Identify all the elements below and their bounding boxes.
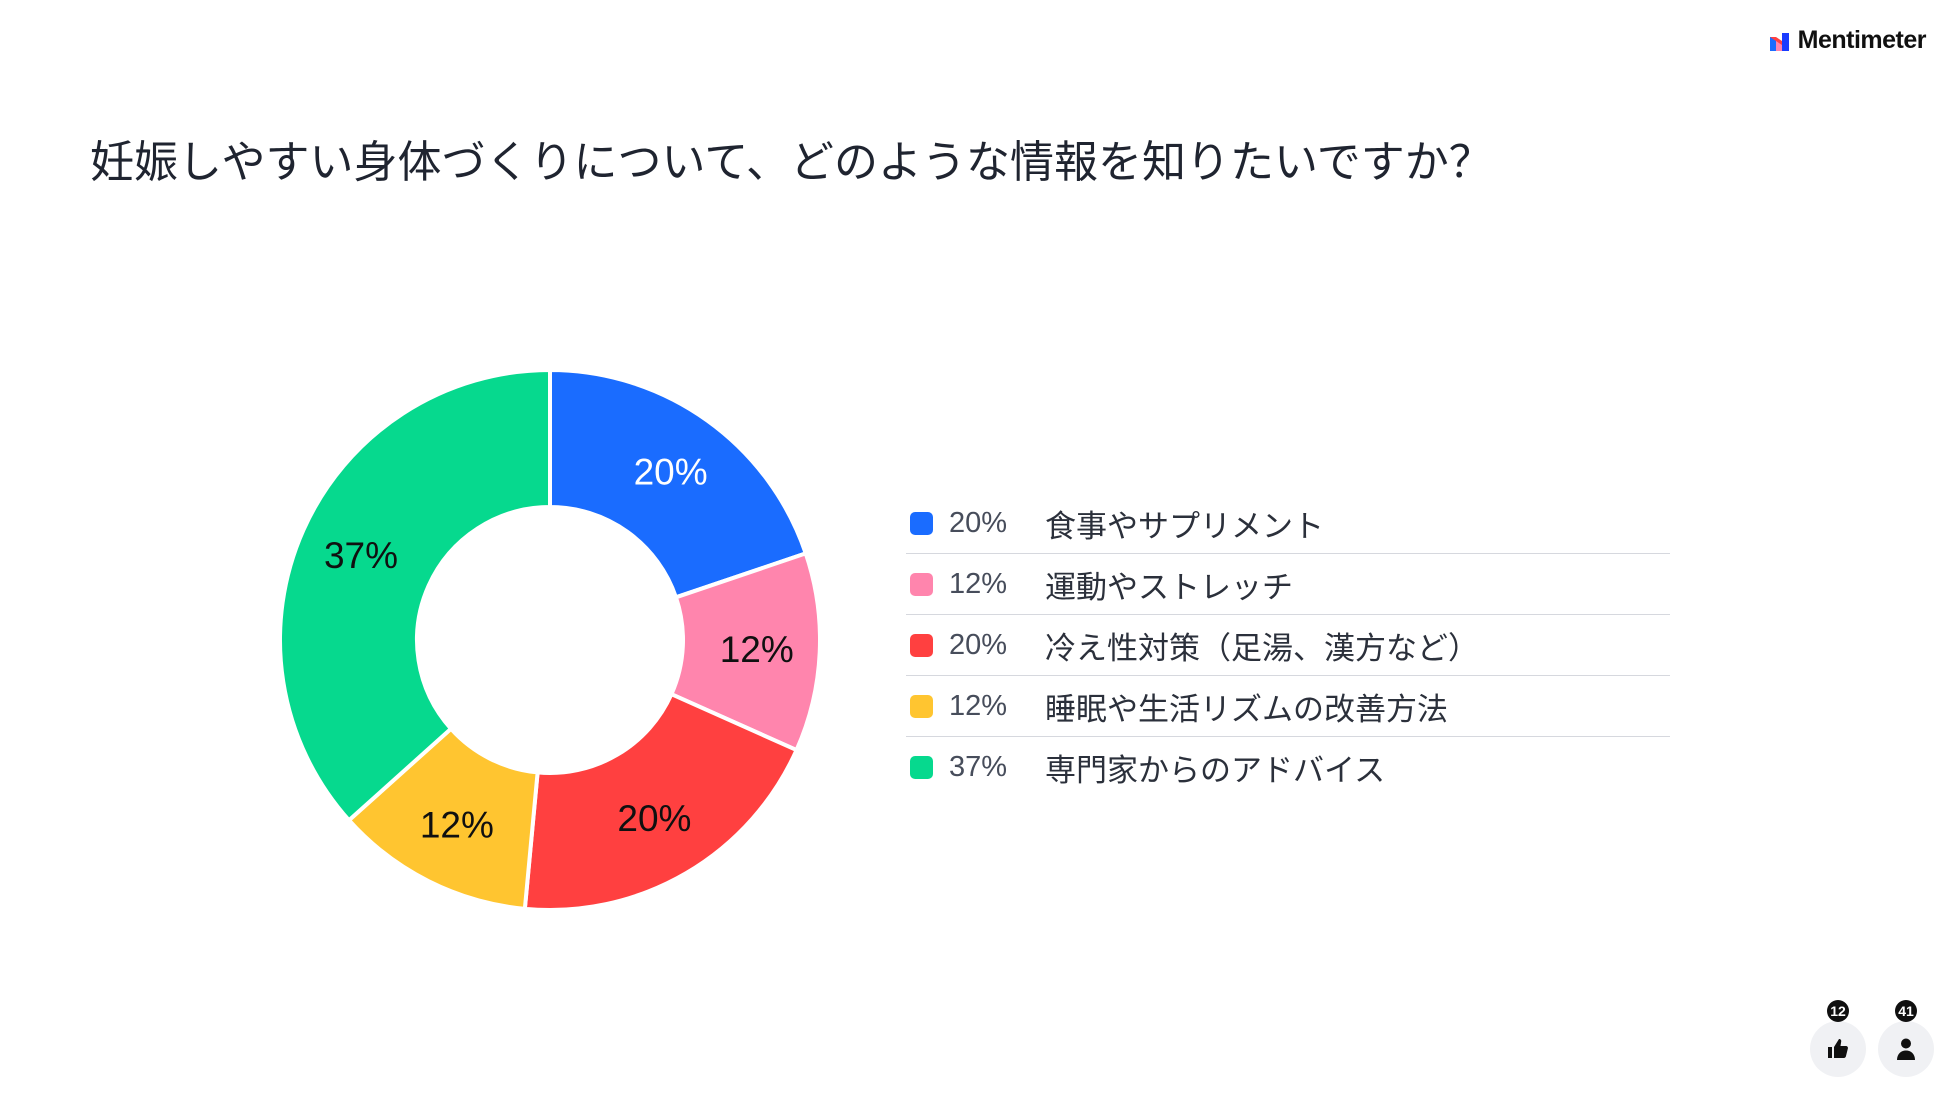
participants-count: 41 xyxy=(1895,1000,1917,1022)
legend-percent: 12% xyxy=(949,567,1008,600)
legend-percent: 20% xyxy=(949,506,1008,539)
legend-swatch xyxy=(910,756,933,779)
reaction-like[interactable]: 12 xyxy=(1810,1000,1870,1077)
chart-legend: 20% 食事やサプリメント 12% 運動やストレッチ 20% 冷え性対策（足湯、漢方など）… xyxy=(906,493,1670,798)
legend-swatch xyxy=(910,633,933,657)
donut-slice-3 xyxy=(522,692,799,912)
slice-label-3: 20% xyxy=(617,798,691,839)
person-icon xyxy=(1897,1038,1915,1060)
legend-percent: 20% xyxy=(949,628,1008,661)
question-title: 妊娠しやすい身体づくりについて、どのような情報を知りたいですか？ xyxy=(90,137,1493,188)
slice-label-2: 12% xyxy=(720,629,794,670)
slice-label-4: 12% xyxy=(420,804,494,845)
legend-label: 食事やサプリメント xyxy=(1045,508,1324,545)
legend-item: 12% 運動やストレッチ xyxy=(906,554,1670,615)
donut-slice-1 xyxy=(548,368,808,600)
donut-chart: 20% 12% 20% 12% 37% xyxy=(278,368,822,912)
legend-label: 運動やストレッチ xyxy=(1045,569,1293,606)
slice-label-1: 20% xyxy=(634,451,708,492)
thumbs-up-icon xyxy=(1828,1039,1848,1058)
legend-label: 冷え性対策（足湯、漢方など） xyxy=(1045,630,1479,667)
legend-item: 12% 睡眠や生活リズムの改善方法 xyxy=(906,676,1670,737)
donut-slice-5 xyxy=(278,368,552,823)
legend-item: 37% 専門家からのアドバイス xyxy=(906,737,1670,798)
participants-button[interactable] xyxy=(1878,1021,1934,1077)
legend-percent: 37% xyxy=(949,751,1008,783)
slice-label-5: 37% xyxy=(324,535,398,576)
legend-swatch xyxy=(910,572,933,596)
mentimeter-logo-icon xyxy=(1769,32,1789,51)
reaction-like-button[interactable] xyxy=(1810,1021,1866,1077)
brand-name: Mentimeter xyxy=(1797,26,1927,54)
legend-item: 20% 食事やサプリメント xyxy=(906,493,1670,554)
legend-label: 睡眠や生活リズムの改善方法 xyxy=(1045,691,1448,728)
legend-percent: 12% xyxy=(949,689,1008,722)
reaction-participants[interactable]: 41 xyxy=(1878,1000,1938,1077)
legend-label: 専門家からのアドバイス xyxy=(1045,753,1386,789)
legend-item: 20% 冷え性対策（足湯、漢方など） xyxy=(906,615,1670,676)
legend-swatch xyxy=(910,511,933,535)
legend-swatch xyxy=(910,694,933,718)
brand-logo: Mentimeter xyxy=(1769,26,1927,55)
reaction-like-count: 12 xyxy=(1827,1000,1849,1022)
